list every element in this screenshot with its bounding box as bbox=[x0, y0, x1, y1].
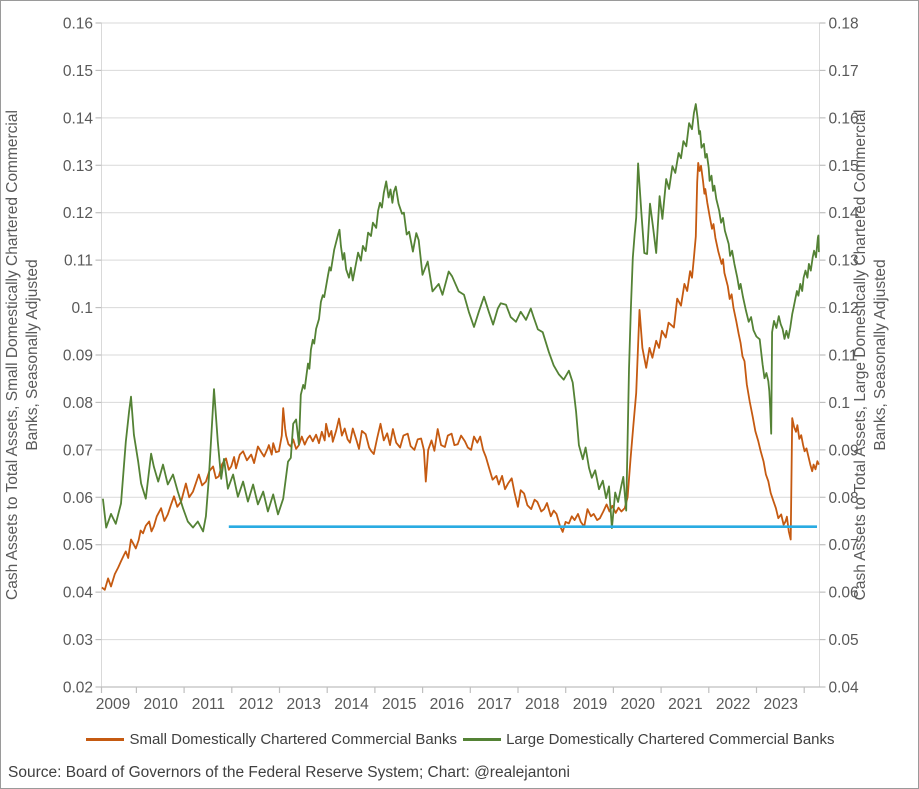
left-axis-tick-label: 0.09 bbox=[63, 348, 93, 365]
x-axis-tick-label: 2017 bbox=[477, 696, 511, 713]
x-axis-tick-label: 2021 bbox=[668, 696, 702, 713]
right-axis-tick-label: 0.12 bbox=[829, 300, 859, 317]
right-axis-tick-label: 0.08 bbox=[829, 490, 859, 507]
chart-legend: Small Domestically Chartered Commercial … bbox=[1, 731, 918, 748]
x-axis-tick-label: 2014 bbox=[334, 696, 369, 713]
x-axis-tick-label: 2011 bbox=[192, 696, 225, 713]
right-axis-tick-label: 0.16 bbox=[829, 110, 859, 127]
x-axis-tick-label: 2019 bbox=[573, 696, 607, 713]
x-axis-tick-label: 2012 bbox=[239, 696, 273, 713]
left-axis-tick-label: 0.16 bbox=[63, 16, 93, 33]
left-axis-tick-label: 0.04 bbox=[63, 585, 94, 602]
right-axis-title: Cash Assets to Total Assets, Large Domes… bbox=[852, 110, 889, 601]
small-banks-series-line bbox=[101, 161, 820, 591]
left-axis-tick-label: 0.08 bbox=[63, 395, 93, 412]
x-axis-tick-label: 2022 bbox=[716, 696, 750, 713]
right-axis-tick-label: 0.15 bbox=[829, 158, 859, 175]
right-axis bbox=[819, 22, 826, 688]
right-axis-tick-label: 0.07 bbox=[829, 537, 859, 554]
right-axis-tick-label: 0.11 bbox=[829, 348, 858, 365]
left-axis-tick-label: 0.14 bbox=[63, 110, 94, 127]
right-axis-tick-label: 0.06 bbox=[829, 585, 859, 602]
small-banks-line-swatch bbox=[86, 738, 125, 741]
right-axis-tick-label: 0.14 bbox=[829, 205, 860, 222]
left-axis-tick-label: 0.13 bbox=[63, 158, 93, 175]
legend-item-small-banks: Small Domestically Chartered Commercial … bbox=[86, 731, 457, 748]
left-axis-tick-label: 0.03 bbox=[63, 632, 93, 649]
left-axis-tick-label: 0.06 bbox=[63, 490, 93, 507]
right-axis-tick-label: 0.1 bbox=[829, 395, 851, 412]
left-axis-tick-label: 0.02 bbox=[63, 680, 93, 697]
x-axis bbox=[100, 687, 805, 693]
x-axis-tick-label: 2018 bbox=[525, 696, 559, 713]
left-axis-tick-label: 0.11 bbox=[64, 253, 93, 270]
left-axis-tick-label: 0.1 bbox=[71, 300, 93, 317]
right-axis-tick-label: 0.13 bbox=[829, 253, 859, 270]
x-axis-tick-label: 2020 bbox=[620, 696, 655, 713]
x-axis-tick-label: 2013 bbox=[287, 696, 321, 713]
right-axis-tick-label: 0.17 bbox=[829, 63, 859, 80]
right-axis-tick-label: 0.09 bbox=[829, 442, 859, 459]
left-axis-tick-label: 0.15 bbox=[63, 63, 93, 80]
left-axis-title: Cash Assets to Total Assets, Small Domes… bbox=[4, 110, 41, 600]
legend-item-large-banks: Large Domestically Chartered Commercial … bbox=[463, 731, 835, 748]
left-axis-tick-label: 0.12 bbox=[63, 205, 93, 222]
large-banks-series-line bbox=[102, 103, 820, 533]
x-axis-tick-label: 2015 bbox=[382, 696, 416, 713]
right-axis-tick-label: 0.18 bbox=[829, 16, 859, 33]
x-axis-tick-label: 2009 bbox=[96, 696, 130, 713]
legend-label-large-banks: Large Domestically Chartered Commercial … bbox=[506, 731, 835, 748]
source-note: Source: Board of Governors of the Federa… bbox=[8, 764, 570, 781]
gridlines bbox=[101, 22, 820, 687]
x-axis-tick-label: 2016 bbox=[430, 696, 464, 713]
left-axis-tick-label: 0.05 bbox=[63, 537, 93, 554]
legend-label-small-banks: Small Domestically Chartered Commercial … bbox=[129, 731, 458, 748]
x-axis-tick-label: 2010 bbox=[143, 696, 178, 713]
cash-assets-to-total-assets-chart: 0.16 0.15 0.14 0.13 0.12 0.11 0.1 0.09 0.08 0.07 0… bbox=[4, 16, 889, 714]
right-axis-tick-label: 0.04 bbox=[829, 680, 860, 697]
left-axis-tick-label: 0.07 bbox=[63, 442, 93, 459]
x-axis-tick-label: 2023 bbox=[764, 696, 798, 713]
left-axis bbox=[95, 22, 102, 688]
large-banks-line-swatch bbox=[463, 738, 502, 741]
right-axis-tick-label: 0.05 bbox=[829, 632, 859, 649]
